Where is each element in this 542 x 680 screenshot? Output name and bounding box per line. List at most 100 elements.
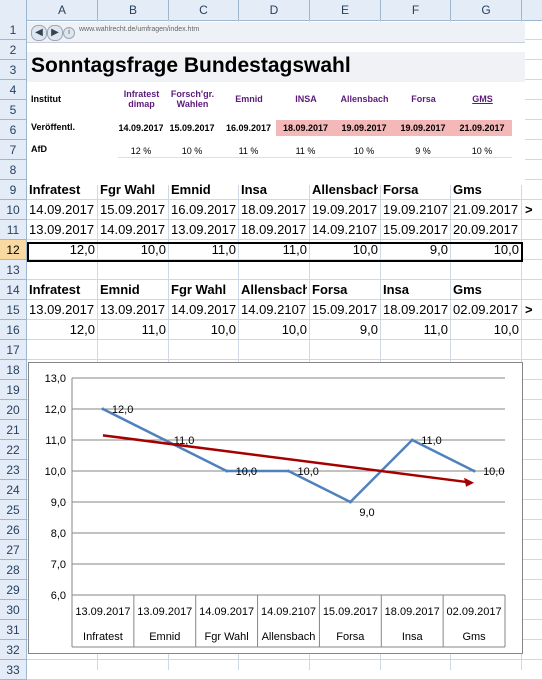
row-header-5[interactable]: 5 — [0, 100, 27, 120]
column-header-b[interactable]: B — [98, 0, 169, 20]
row-header-25[interactable]: 25 — [0, 500, 27, 520]
row-header-8[interactable]: 8 — [0, 160, 27, 180]
cell-g15[interactable]: 02.09.2017 — [453, 302, 519, 317]
cell-f9[interactable]: Forsa — [383, 182, 419, 197]
cell-c15[interactable]: 14.09.2017 — [171, 302, 236, 317]
row-header-2[interactable]: 2 — [0, 40, 27, 60]
grid-line — [27, 359, 542, 360]
x-tick-label-date: 14.09.2017 — [199, 606, 254, 618]
row-header-1[interactable]: 1 — [0, 20, 27, 40]
cell-g10[interactable]: 21.09.2017 — [453, 202, 519, 217]
cell-a12[interactable]: 12,0 — [69, 242, 95, 257]
column-header-c[interactable]: C — [169, 0, 239, 20]
cell-g12[interactable]: 10,0 — [493, 242, 519, 257]
x-tick-label-institute: Infratest — [83, 631, 123, 643]
cell-b16[interactable]: 11,0 — [141, 322, 166, 337]
data-label: 11,0 — [421, 435, 442, 447]
column-header-d[interactable]: D — [239, 0, 310, 20]
row-header-22[interactable]: 22 — [0, 440, 27, 460]
cell-e9[interactable]: Allensbach — [312, 182, 378, 197]
line-chart[interactable]: 6,0 7,0 8,0 9,0 10,0 11,0 12,0 13,0 13.09.2017 In… — [28, 362, 523, 654]
cell-e16[interactable]: 9,0 — [359, 322, 378, 337]
column-header-e[interactable]: E — [310, 0, 381, 20]
y-tick-label: 7,0 — [51, 559, 66, 571]
cell-d10[interactable]: 18.09.2017 — [241, 202, 307, 217]
cell-a11[interactable]: 13.09.2017 — [29, 222, 95, 237]
cell-b10[interactable]: 15.09.2017 — [100, 202, 166, 217]
row-header-11[interactable]: 11 — [0, 220, 27, 240]
row-header-17[interactable]: 17 — [0, 340, 27, 360]
cell-a10[interactable]: 14.09.2017 — [29, 202, 95, 217]
row-header-6[interactable]: 6 — [0, 120, 27, 140]
row-header-15[interactable]: 15 — [0, 300, 27, 320]
cell-b11[interactable]: 14.09.2017 — [100, 222, 166, 237]
grid-line — [27, 319, 542, 320]
column-header-a[interactable]: A — [27, 0, 98, 20]
published-date-1: 14.09.2017 — [118, 120, 164, 136]
published-label: Veröffentl. — [31, 122, 76, 132]
row-header-7[interactable]: 7 — [0, 140, 27, 160]
select-all-corner[interactable] — [0, 0, 27, 20]
row-header-26[interactable]: 26 — [0, 520, 27, 540]
row-header-23[interactable]: 23 — [0, 460, 27, 480]
row-header-19[interactable]: 19 — [0, 380, 27, 400]
cell-c14[interactable]: Fgr Wahl — [171, 282, 227, 297]
cell-f12[interactable]: 9,0 — [429, 242, 448, 257]
cell-f11[interactable]: 15.09.2017 — [383, 222, 448, 237]
cell-e15[interactable]: 15.09.2017 — [312, 302, 378, 317]
row-header-28[interactable]: 28 — [0, 560, 27, 580]
row-header-21[interactable]: 21 — [0, 420, 27, 440]
column-header-f[interactable]: F — [381, 0, 451, 20]
row-header-20[interactable]: 20 — [0, 400, 27, 420]
row-header-18[interactable]: 18 — [0, 360, 27, 380]
cell-d12[interactable]: 11,0 — [282, 242, 307, 257]
row-header-30[interactable]: 30 — [0, 600, 27, 620]
cell-d15[interactable]: 14.09.2107 — [241, 302, 307, 317]
row-header-32[interactable]: 32 — [0, 640, 27, 660]
cell-g9[interactable]: Gms — [453, 182, 482, 197]
row-header-14[interactable]: 14 — [0, 280, 27, 300]
row-header-9[interactable]: 9 — [0, 180, 27, 200]
row-header-4[interactable]: 4 — [0, 80, 27, 100]
cell-c16[interactable]: 10,0 — [210, 322, 236, 337]
cell-c10[interactable]: 16.09.2017 — [171, 202, 236, 217]
cell-e12[interactable]: 10,0 — [352, 242, 378, 257]
cell-b12[interactable]: 10,0 — [140, 242, 166, 257]
row-header-10[interactable]: 10 — [0, 200, 27, 220]
cell-c9[interactable]: Emnid — [171, 182, 211, 197]
cell-g14[interactable]: Gms — [453, 282, 482, 297]
row-header-31[interactable]: 31 — [0, 620, 27, 640]
cell-c11[interactable]: 13.09.2017 — [171, 222, 236, 237]
cell-d9[interactable]: Insa — [241, 182, 268, 197]
cell-d16[interactable]: 10,0 — [281, 322, 307, 337]
cell-a15[interactable]: 13.09.2017 — [29, 302, 95, 317]
row-header-3[interactable]: 3 — [0, 60, 27, 80]
cell-e11[interactable]: 14.09.2107 — [312, 222, 378, 237]
cell-f15[interactable]: 18.09.2017 — [383, 302, 448, 317]
cell-e14[interactable]: Forsa — [312, 282, 348, 297]
cell-f14[interactable]: Insa — [383, 282, 410, 297]
cell-g11[interactable]: 20.09.2017 — [453, 222, 519, 237]
cell-e10[interactable]: 19.09.2017 — [312, 202, 378, 217]
cell-g16[interactable]: 10,0 — [493, 322, 519, 337]
row-header-27[interactable]: 27 — [0, 540, 27, 560]
row-header-16[interactable]: 16 — [0, 320, 27, 340]
overflow-indicator: > — [525, 302, 533, 317]
row-header-33[interactable]: 33 — [0, 660, 27, 680]
cell-b14[interactable]: Emnid — [100, 282, 140, 297]
cell-c12[interactable]: 11,0 — [211, 242, 236, 257]
cell-a9[interactable]: Infratest — [29, 182, 81, 197]
cell-a14[interactable]: Infratest — [29, 282, 81, 297]
cell-d11[interactable]: 18.09.2017 — [241, 222, 307, 237]
row-header-24[interactable]: 24 — [0, 480, 27, 500]
cell-f16[interactable]: 11,0 — [423, 322, 448, 337]
cell-a16[interactable]: 12,0 — [69, 322, 95, 337]
column-header-g[interactable]: G — [451, 0, 522, 20]
cell-d14[interactable]: Allensbach — [241, 282, 307, 297]
row-header-13[interactable]: 13 — [0, 260, 27, 280]
cell-b15[interactable]: 13.09.2017 — [100, 302, 166, 317]
row-header-12[interactable]: 12 — [0, 240, 27, 260]
row-header-29[interactable]: 29 — [0, 580, 27, 600]
cell-b9[interactable]: Fgr Wahl — [100, 182, 156, 197]
cell-f10[interactable]: 19.09.2107 — [383, 202, 448, 217]
